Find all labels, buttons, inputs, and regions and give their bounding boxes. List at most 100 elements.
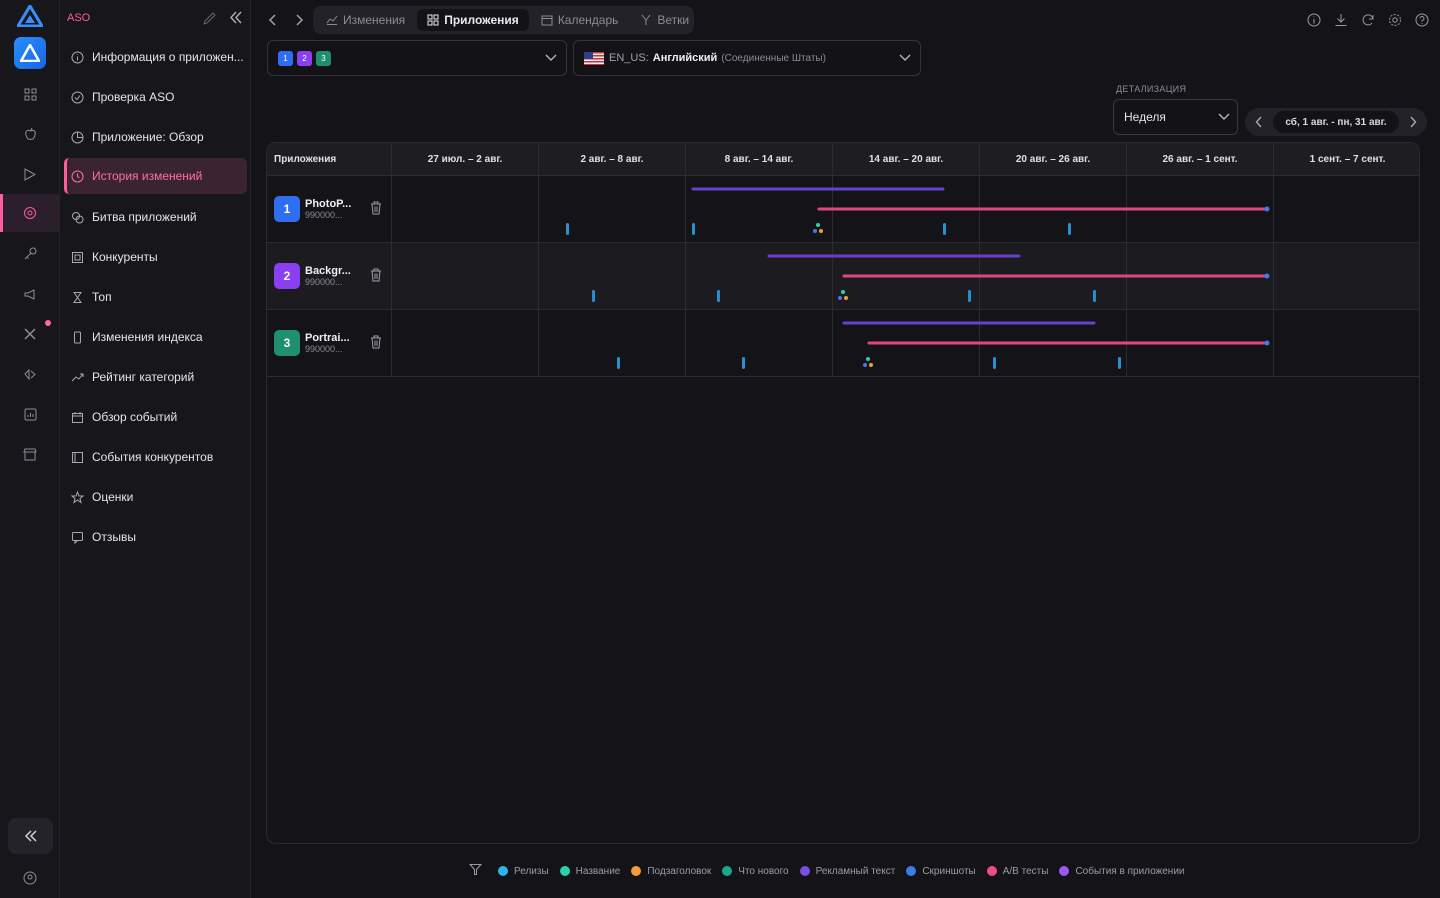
trash-icon[interactable] xyxy=(370,201,382,218)
brand-logo-icon[interactable] xyxy=(17,5,43,27)
competitors-icon xyxy=(70,250,84,264)
legend-item[interactable]: Скриншоты xyxy=(906,866,976,877)
prev-range-button[interactable] xyxy=(1245,108,1273,136)
nav-item-label: События конкурентов xyxy=(92,450,214,464)
ab-test-end-marker xyxy=(1264,340,1270,346)
trash-icon[interactable] xyxy=(370,268,382,285)
reviews-icon xyxy=(70,530,84,544)
legend-item[interactable]: Рекламный текст xyxy=(799,866,895,877)
trash-icon[interactable] xyxy=(370,335,382,352)
app-cell[interactable]: 1 PhotoP... 990000... xyxy=(274,176,389,242)
multi-event-marker[interactable] xyxy=(813,223,823,233)
app-number-badge: 1 xyxy=(274,196,300,222)
chevron-down-icon xyxy=(899,51,911,66)
nav-item-label: Приложение: Обзор xyxy=(92,130,204,144)
check-circle-icon xyxy=(70,90,84,104)
info-icon[interactable] xyxy=(1305,11,1322,28)
week-header: 26 авг. – 1 сент. xyxy=(1126,143,1273,176)
app-logo[interactable] xyxy=(14,37,46,69)
back-button[interactable] xyxy=(263,10,283,30)
nav-item-events-overview[interactable]: Обзор событий xyxy=(64,400,247,434)
legend: Релизы Название Подзаголовок Что нового … xyxy=(468,862,1190,880)
phone-icon xyxy=(70,330,84,344)
play-store-icon[interactable] xyxy=(20,164,40,184)
nav-item-reviews[interactable]: Отзывы xyxy=(64,520,247,554)
aso-target-icon[interactable] xyxy=(20,203,40,223)
tab-label: Календарь xyxy=(557,13,619,27)
nav-item-top[interactable]: Топ xyxy=(64,280,247,314)
locale-select[interactable]: EN_US: Английский (Соединенные Штаты) xyxy=(573,40,921,76)
nav-item-competitor-events[interactable]: События конкурентов xyxy=(64,440,247,474)
app-row: 3 Portrai... 990000... xyxy=(267,310,1419,377)
app-multi-select[interactable]: 1 2 3 xyxy=(267,40,567,76)
filter-icon[interactable] xyxy=(468,863,483,879)
calendar-icon xyxy=(541,15,553,26)
legend-item[interactable]: События в приложении xyxy=(1059,866,1185,877)
tab-branches[interactable]: Ветки xyxy=(630,9,699,31)
key-icon[interactable] xyxy=(20,244,40,264)
locale-code: EN_US: xyxy=(609,52,649,64)
legend-dot xyxy=(559,866,570,876)
tab-label: Изменения xyxy=(343,13,406,27)
tab-calendar[interactable]: Календарь xyxy=(531,9,629,31)
release-markers[interactable] xyxy=(566,223,1071,235)
release-markers[interactable] xyxy=(617,357,1121,369)
grid-divider xyxy=(832,176,833,376)
settings-icon[interactable] xyxy=(1386,11,1403,28)
next-range-button[interactable] xyxy=(1399,108,1427,136)
nav-item-category-rating[interactable]: Рейтинг категорий xyxy=(64,360,247,394)
collapse-rail-button[interactable] xyxy=(8,818,53,854)
help-icon[interactable] xyxy=(1413,11,1430,28)
report-icon[interactable] xyxy=(20,404,40,424)
nav-item-change-history[interactable]: История изменений xyxy=(64,158,247,194)
chevron-left-icon xyxy=(1255,116,1262,128)
tab-changes[interactable]: Изменения xyxy=(316,9,415,31)
nav-item-ratings[interactable]: Оценки xyxy=(64,480,247,514)
nav-item-index-changes[interactable]: Изменения индекса xyxy=(64,320,247,354)
nav-item-app-battle[interactable]: Битва приложений xyxy=(64,200,247,234)
release-markers[interactable] xyxy=(592,290,1096,302)
detail-select[interactable]: Неделя xyxy=(1113,99,1238,135)
legend-item[interactable]: Название xyxy=(559,865,621,877)
date-range-label[interactable]: сб, 1 авг. - пн, 31 авг. xyxy=(1273,111,1399,133)
forward-button[interactable] xyxy=(289,10,309,30)
nav-item-app-info[interactable]: Информация о приложен... xyxy=(64,40,247,74)
app-cell[interactable]: 3 Portrai... 990000... xyxy=(274,310,389,376)
legend-dot xyxy=(631,866,642,876)
grid-divider xyxy=(1273,176,1274,376)
week-header: 27 июл. – 2 авг. xyxy=(391,143,538,176)
nav-item-competitors[interactable]: Конкуренты xyxy=(64,240,247,274)
app-name: PhotoP... xyxy=(305,198,352,210)
collapse-nav-icon[interactable] xyxy=(229,11,243,27)
nav-item-app-overview[interactable]: Приложение: Обзор xyxy=(64,120,247,154)
account-icon[interactable] xyxy=(20,868,40,888)
split-icon[interactable] xyxy=(20,364,40,384)
nav-item-label: Обзор событий xyxy=(92,410,178,424)
week-header: 20 авг. – 26 авг. xyxy=(979,143,1126,176)
legend-item[interactable]: Подзаголовок xyxy=(631,866,711,877)
icon-rail xyxy=(0,0,60,898)
multi-event-marker[interactable] xyxy=(863,357,873,367)
megaphone-icon[interactable] xyxy=(20,284,40,304)
edit-icon[interactable] xyxy=(202,11,217,29)
legend-item[interactable]: Что нового xyxy=(722,866,789,877)
notification-dot xyxy=(45,320,51,326)
week-header: 14 авг. – 20 авг. xyxy=(832,143,979,176)
legend-dot xyxy=(986,866,997,876)
apple-icon[interactable] xyxy=(20,124,40,144)
nav-item-aso-check[interactable]: Проверка ASO xyxy=(64,80,247,114)
store-icon[interactable] xyxy=(20,444,40,464)
multi-event-marker[interactable] xyxy=(838,290,848,300)
tab-apps[interactable]: Приложения xyxy=(417,9,529,31)
apps-grid-icon[interactable] xyxy=(20,84,40,104)
legend-label: Название xyxy=(575,865,621,877)
app-cell[interactable]: 2 Backgr... 990000... xyxy=(274,243,389,309)
download-icon[interactable] xyxy=(1332,11,1349,28)
legend-item[interactable]: A/B тесты xyxy=(986,866,1048,877)
tools-icon[interactable] xyxy=(20,324,40,344)
view-tabs: Изменения Приложения Календарь Ветки xyxy=(313,6,694,34)
app-badge: 3 xyxy=(316,50,331,66)
legend-item[interactable]: Релизы xyxy=(498,866,549,877)
refresh-icon[interactable] xyxy=(1359,11,1376,28)
app-name: Backgr... xyxy=(305,265,351,277)
